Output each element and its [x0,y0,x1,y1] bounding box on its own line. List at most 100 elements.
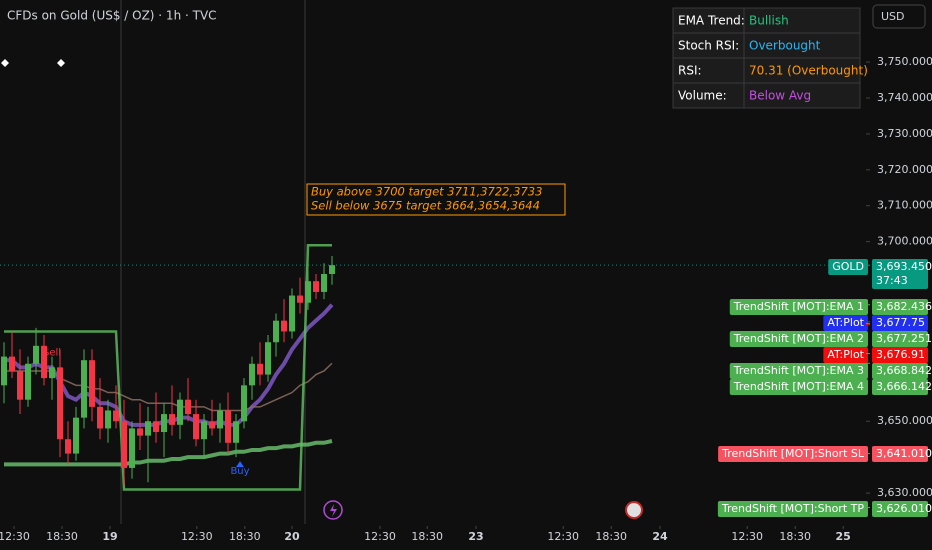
price-label-name: TrendShift [MOT]:EMA 1 [733,300,864,313]
candle-body [313,281,319,292]
table-label: Volume: [678,89,727,103]
x-tick-label: 23 [468,530,483,543]
signal-arrow [236,461,244,468]
price-label-box [872,363,928,379]
price-name-box [729,299,868,315]
x-tick-label: 25 [836,530,851,543]
x-tick-label: 12:30 [181,530,213,543]
price-label-value: 3,682.436 [876,300,932,313]
candle-body [1,356,7,386]
price-label-box [872,259,928,289]
price-label-box [872,299,928,315]
x-tick-label: 19 [102,530,117,543]
x-tick-label: 12:30 [547,530,579,543]
table-value: Bullish [749,14,789,28]
price-label-name: TrendShift [MOT]:EMA 4 [733,380,864,393]
price-label-box [872,331,928,347]
x-tick-label: 18:30 [229,530,261,543]
price-label-value: 3,693.450 [876,260,932,273]
candle-body [185,399,191,415]
price-label-value: 3,676.91 [876,348,925,361]
candle-body [49,367,55,379]
candle-body [289,295,295,332]
price-label-value: 3,677.75 [876,316,925,329]
table-label: Stoch RSI: [678,39,739,53]
candle-body [281,320,287,332]
candle-body [201,421,207,440]
price-name-box [828,259,868,275]
price-name-box [823,347,868,363]
chart-title: CFDs on Gold (US$ / OZ) · 1h · TVC [7,9,217,23]
price-label-box [872,347,928,363]
candle-body [41,345,47,379]
candle-body [89,360,95,407]
info-table: EMA Trend: Bullish Stoch RSI: Overbought RSI… [672,7,868,109]
candle-body [273,320,279,343]
price-label-value: 3,626.010 [876,502,932,515]
table-value: Below Avg [749,89,811,103]
candle-body [233,421,239,443]
x-tick-label: 12:30 [731,530,763,543]
y-tick-label: 3,700.000 [877,235,932,248]
x-tick-label: 18:30 [411,530,443,543]
indicator-line [4,243,332,491]
price-label-box [872,446,928,462]
price-name-box [717,501,868,517]
candle-body [81,360,87,418]
candle-body [113,410,119,422]
x-tick-label: 18:30 [46,530,78,543]
price-label-value: 3,666.142 [876,380,932,393]
candle-body [305,281,311,303]
flag-icon [625,501,643,519]
y-tick-label: 3,630.000 [877,486,932,499]
x-tick-label: 18:30 [779,530,811,543]
indicator-line [4,439,333,467]
table-label: EMA Trend: [678,14,745,28]
candle-body [129,428,135,468]
price-name-box [718,446,868,462]
table-value: 70.31 (Overbought) [749,64,868,78]
candle-body [33,345,39,364]
y-tick-label: 3,750.000 [877,55,932,68]
price-label-value: 3,641.010 [876,447,932,460]
annotation-text: Sell below 3675 target 3664,3654,3644 [311,199,540,213]
candle-body [153,421,159,433]
table-row [672,82,861,109]
price-label-name: AT:Plot [827,316,864,329]
candle-body [17,370,23,400]
y-tick-label: 3,740.000 [877,91,932,104]
price-label-value: 3,668.842 [876,364,932,377]
table-row [672,7,861,34]
candle-body [321,273,327,292]
price-name-box [729,331,868,347]
event-icon [330,504,337,517]
annotation-text: Buy above 3700 target 3711,3722,3733 [311,185,542,199]
price-label-name: TrendShift [MOT]:Short SL [721,447,865,460]
table-label: RSI: [678,64,702,78]
price-label-name: TrendShift [MOT]:EMA 2 [733,332,864,345]
candle-body [297,295,303,303]
candle-body [329,265,335,274]
candle-body [121,421,127,468]
y-tick-label: 3,730.000 [877,127,932,140]
x-tick-label: 12:30 [364,530,396,543]
candle-body [137,428,143,436]
currency[interactable]: USD [881,10,905,23]
price-label-name: AT:Plot [827,348,864,361]
y-tick-label: 3,710.000 [877,199,932,212]
candle-body [169,414,175,425]
annotation-box [306,183,566,216]
price-label-box [872,315,928,331]
x-tick-label: 24 [652,530,668,543]
candle-body [249,363,255,386]
table-value: Overbought [749,39,821,53]
currency-button[interactable] [872,4,926,29]
x-tick-label: 18:30 [595,530,627,543]
price-label-box [872,501,928,517]
candle-body [209,421,215,429]
price-label-value: 3,677.251 [876,332,932,345]
y-tick-label: 3,720.000 [877,163,932,176]
price-label-box [872,379,928,395]
candle-body [177,399,183,425]
